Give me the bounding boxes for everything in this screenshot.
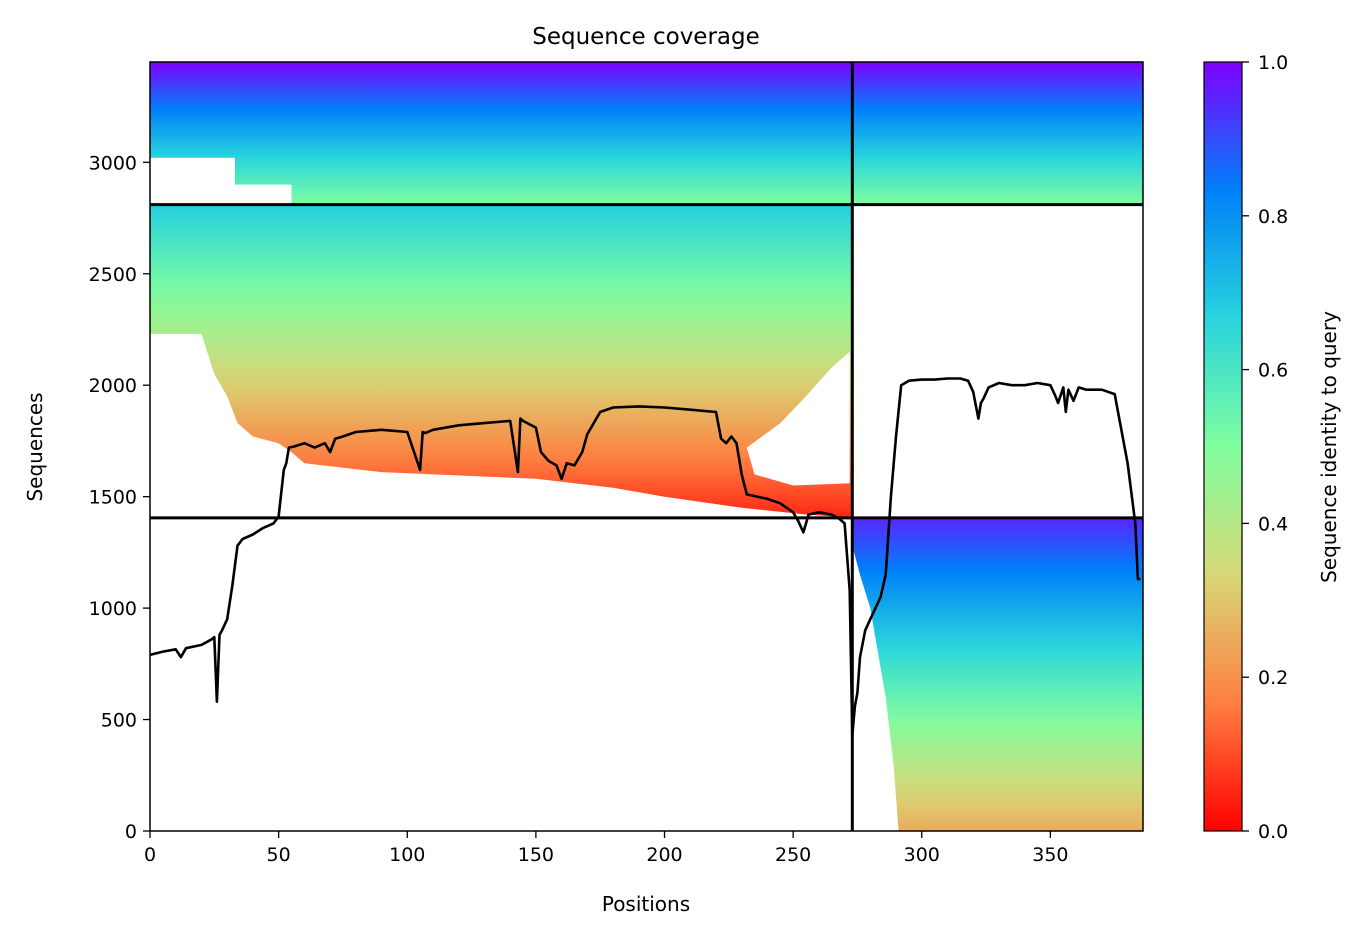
chart-title: Sequence coverage bbox=[532, 24, 760, 50]
plot-frame bbox=[149, 61, 1144, 832]
y-axis-label: Sequences bbox=[23, 392, 47, 501]
coverage-block bbox=[852, 517, 1143, 831]
colorbar-tick-label: 0.6 bbox=[1258, 360, 1288, 382]
x-axis-label: Positions bbox=[602, 892, 690, 916]
x-tick-label: 150 bbox=[518, 844, 554, 866]
x-tick-label: 100 bbox=[389, 844, 425, 866]
y-tick-label: 500 bbox=[101, 710, 137, 732]
x-tick-label: 350 bbox=[1032, 844, 1068, 866]
colorbar-tick-label: 0.4 bbox=[1258, 513, 1288, 535]
x-tick-label: 250 bbox=[775, 844, 811, 866]
coverage-block bbox=[852, 62, 1143, 205]
x-tick-label: 200 bbox=[646, 844, 682, 866]
colorbar-tick-label: 0.2 bbox=[1258, 667, 1288, 689]
coverage-block bbox=[150, 62, 853, 205]
y-tick-label: 2500 bbox=[89, 264, 137, 286]
y-tick-label: 2000 bbox=[89, 375, 137, 397]
coverage-line bbox=[150, 377, 1141, 737]
x-tick-label: 50 bbox=[267, 844, 291, 866]
y-axis-ticks: 0 500 1000 1500 2000 2500 3000 bbox=[89, 152, 150, 843]
colorbar-ticks: 0.0 0.2 0.4 0.6 0.8 1.0 bbox=[1242, 52, 1288, 843]
gap-mid-right-edge bbox=[746, 351, 850, 486]
y-tick-label: 0 bbox=[125, 821, 137, 843]
colorbar-tick-label: 0.8 bbox=[1258, 206, 1288, 228]
x-tick-label: 0 bbox=[144, 844, 156, 866]
colorbar-tick-label: 1.0 bbox=[1258, 52, 1288, 74]
gap-mid-left bbox=[150, 333, 853, 518]
colorbar bbox=[1203, 61, 1243, 832]
colorbar-tick-label: 0.0 bbox=[1258, 821, 1288, 843]
gap-bottom-right bbox=[852, 545, 899, 831]
y-tick-label: 3000 bbox=[89, 152, 137, 174]
y-tick-label: 1500 bbox=[89, 487, 137, 509]
colorbar-label: Sequence identity to query bbox=[1317, 311, 1341, 583]
x-axis-ticks: 0 50 100 150 200 250 300 350 bbox=[144, 831, 1069, 866]
coverage-blocks bbox=[150, 62, 1143, 831]
gap-top-left bbox=[150, 157, 292, 205]
y-tick-label: 1000 bbox=[89, 598, 137, 620]
x-tick-label: 300 bbox=[904, 844, 940, 866]
